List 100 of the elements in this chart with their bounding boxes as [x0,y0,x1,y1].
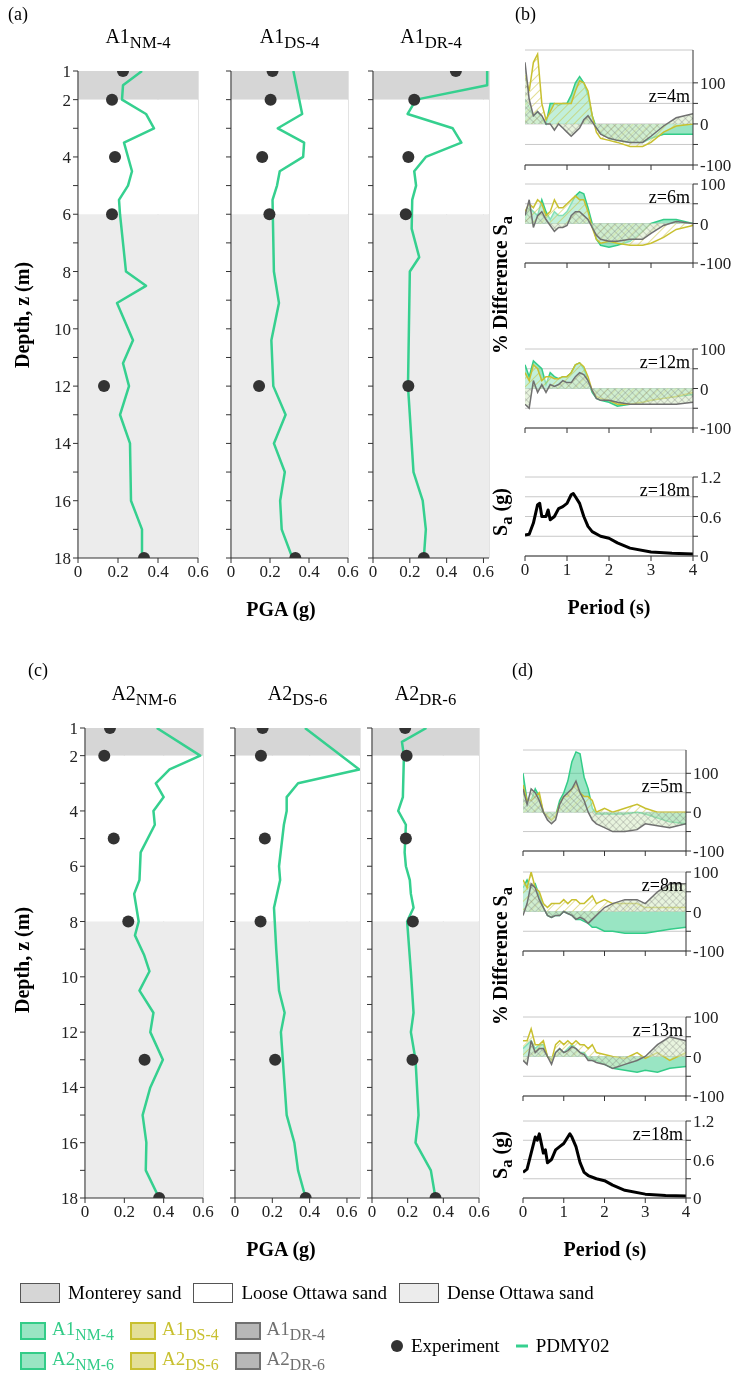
y-tick-label: 100 [693,1008,719,1028]
y-tick-label: 0.6 [693,1150,715,1170]
y-tick-label: 100 [693,863,719,883]
x-tick-label: 0.6 [468,1202,490,1222]
x-tick-label: 0 [230,1202,240,1222]
y-tick-label: -100 [693,1087,725,1107]
y-tick-label: 18 [54,549,71,569]
x-tick-label: 0 [520,560,530,580]
y-tick-label: 0 [693,803,702,823]
y-tick-label: -100 [700,419,732,439]
y-tick-label: 1.2 [693,1112,715,1132]
y-tick-label: -100 [693,842,725,862]
annotation: z=6m [648,187,690,208]
text: A2$_{NM-6}$ [52,1347,114,1374]
y-tick-label: 0 [700,214,709,234]
y-tick-label: 100 [700,340,726,360]
y-tick-label: 10 [61,967,78,987]
y-tick-label: 16 [61,1133,78,1153]
y-tick-label: 100 [693,764,719,784]
x-tick-label: 0.4 [299,1202,321,1222]
legend-label: Loose Ottawa sand [241,1282,388,1304]
text: (b) [515,4,536,25]
y-tick-label: 10 [54,319,71,339]
x-tick-label: 0.6 [472,562,495,582]
x-tick-label: 0 [367,1202,377,1222]
x-tick-label: 0 [226,562,236,582]
x-tick-label: 0 [518,1202,528,1222]
x-tick-label: 0.6 [336,1202,358,1222]
x-tick-label: 0.6 [187,562,209,582]
text: A2$_{DS-6}$ [161,1347,219,1374]
annotation: z=8m [641,875,683,896]
annotation: z=4m [648,86,690,107]
y-tick-label: 14 [61,1078,79,1098]
x-tick-label: 1 [559,1202,568,1222]
legend-label: Experiment [411,1334,500,1357]
x-tick-label: 2 [600,1202,609,1222]
text: (c) [28,660,48,681]
legend-label: PDMY02 [535,1334,610,1357]
annotation: z=18m [639,480,690,501]
y-tick-label: 1 [62,62,71,82]
y-axis-title: Depth, z (m) [10,906,34,1014]
y-tick-label: 2 [62,90,71,110]
x-tick-label: 2 [604,560,614,580]
text: (d) [512,660,533,681]
x-tick-label: 0.4 [432,1202,455,1222]
x-tick-label: 3 [646,560,656,580]
annotation: z=13m [632,1020,683,1041]
y-tick-label: 16 [54,491,71,511]
y-tick-label: 0.6 [700,507,722,527]
chart-title: A1$_{NM-4}$ [104,25,172,53]
x-tick-label: 1 [562,560,572,580]
y-tick-label: -100 [700,254,732,274]
chart-title: A2$_{DS-6}$ [266,682,329,710]
y-tick-label: 8 [62,262,71,282]
x-axis-title: PGA (g) [246,598,316,621]
x-axis-title: PGA (g) [246,1238,316,1261]
x-tick-label: 0.4 [147,562,170,582]
y-axis-title: Depth, z (m) [10,261,34,369]
x-tick-label: 0.4 [153,1202,175,1222]
y-tick-label: 12 [54,377,71,397]
y-tick-label: -100 [693,942,725,962]
x-tick-label: 0.2 [261,1202,283,1222]
x-tick-label: 0.2 [397,1202,419,1222]
text: (a) [8,4,28,25]
y-tick-label: 1 [69,719,78,739]
legend-label: Dense Ottawa sand [447,1282,594,1304]
chart-title: A1$_{DS-4}$ [258,25,321,53]
annotation: z=18m [632,1124,683,1145]
legend-label: A1$_{DR-4}$ [266,1318,326,1344]
y-tick-label: 8 [69,912,78,932]
y-tick-label: 1.2 [700,468,722,488]
annotation: z=12m [639,352,690,373]
x-axis-title: Period (s) [563,1238,647,1261]
y-tick-label: 14 [54,434,72,454]
y-tick-label: 100 [700,73,726,93]
y-tick-label: 6 [62,205,71,225]
x-tick-label: 0.2 [399,562,421,582]
y-tick-label: 6 [69,857,78,877]
x-tick-label: 0.2 [259,562,281,582]
x-tick-label: 0.2 [107,562,129,582]
chart-title: A2$_{DR-6}$ [393,682,458,710]
x-tick-label: 0.4 [436,562,458,582]
y-tick-label: 0 [700,379,709,399]
x-tick-label: 0.6 [192,1202,214,1222]
text: A2$_{DR-6}$ [266,1347,326,1374]
x-tick-label: 0.6 [337,562,359,582]
annotation: z=5m [641,776,683,797]
legend-label: A1$_{NM-4}$ [52,1318,114,1344]
y-tick-label: 0 [693,1047,702,1067]
x-tick-label: 0.4 [298,562,321,582]
legend-label: Monterey sand [68,1282,182,1304]
y-tick-label: 4 [69,801,79,821]
chart-title: A2$_{NM-6}$ [110,682,178,710]
y-tick-label: 0 [693,1189,702,1209]
x-axis-title: Period (s) [567,596,651,619]
y-tick-label: 2 [69,746,78,766]
y-tick-label: -100 [700,156,732,176]
y-tick-label: 0 [700,114,709,134]
x-tick-label: 0.2 [113,1202,135,1222]
legend-label: A1$_{DS-4}$ [161,1318,219,1344]
